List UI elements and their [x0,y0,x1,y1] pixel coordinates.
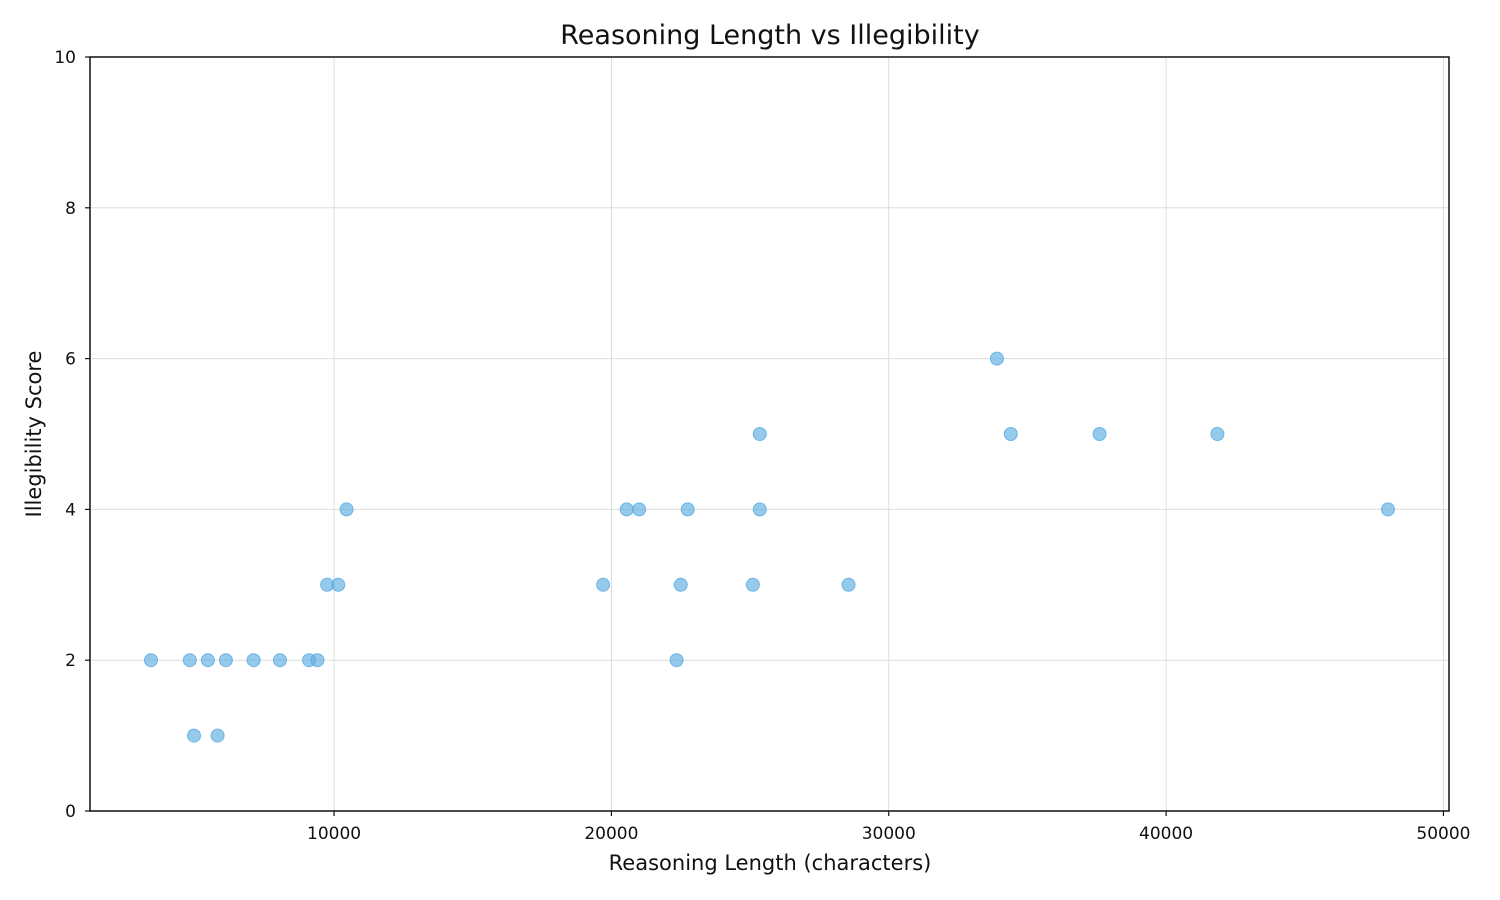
data-point [339,502,354,517]
data-point [210,728,225,743]
x-tick-label: 40000 [1139,824,1193,844]
data-point [669,653,684,668]
data-point [752,502,767,517]
data-points [144,351,1395,743]
data-point [1003,427,1018,441]
data-point [272,653,287,668]
x-axis-ticks: 10000 20000 30000 40000 50000 [307,811,1470,844]
y-tick-label: 8 [65,199,76,219]
chart-title: Reasoning Length vs Illegibility [560,20,980,51]
x-axis-label: Reasoning Length (characters) [609,851,932,875]
y-axis-label: Illegibility Score [22,351,46,518]
data-point [331,577,346,592]
y-tick-label: 0 [65,802,76,822]
data-point [182,653,197,668]
x-tick-label: 10000 [307,824,361,844]
grid [90,57,1449,811]
data-point [989,351,1004,366]
data-point [246,653,261,668]
y-tick-label: 10 [54,48,76,68]
data-point [218,653,233,668]
data-point [632,502,647,517]
data-point [200,653,215,668]
x-tick-label: 50000 [1416,824,1470,844]
x-tick-label: 30000 [862,824,916,844]
y-tick-label: 6 [65,350,76,370]
data-point [752,427,767,441]
data-point [745,577,760,592]
data-point [187,728,202,743]
y-tick-label: 2 [65,651,76,671]
x-tick-label: 20000 [584,824,638,844]
data-point [619,502,634,517]
data-point [1092,427,1107,441]
y-axis-ticks: 0 2 4 6 8 10 [54,48,90,822]
data-point [680,502,695,517]
y-tick-label: 4 [65,500,76,520]
plot-frame [89,56,1450,812]
data-point [1380,502,1395,517]
data-point [673,577,688,592]
data-point [1210,427,1225,441]
data-point [144,653,159,668]
data-point [310,653,325,668]
data-point [841,577,856,592]
data-point [596,577,611,592]
